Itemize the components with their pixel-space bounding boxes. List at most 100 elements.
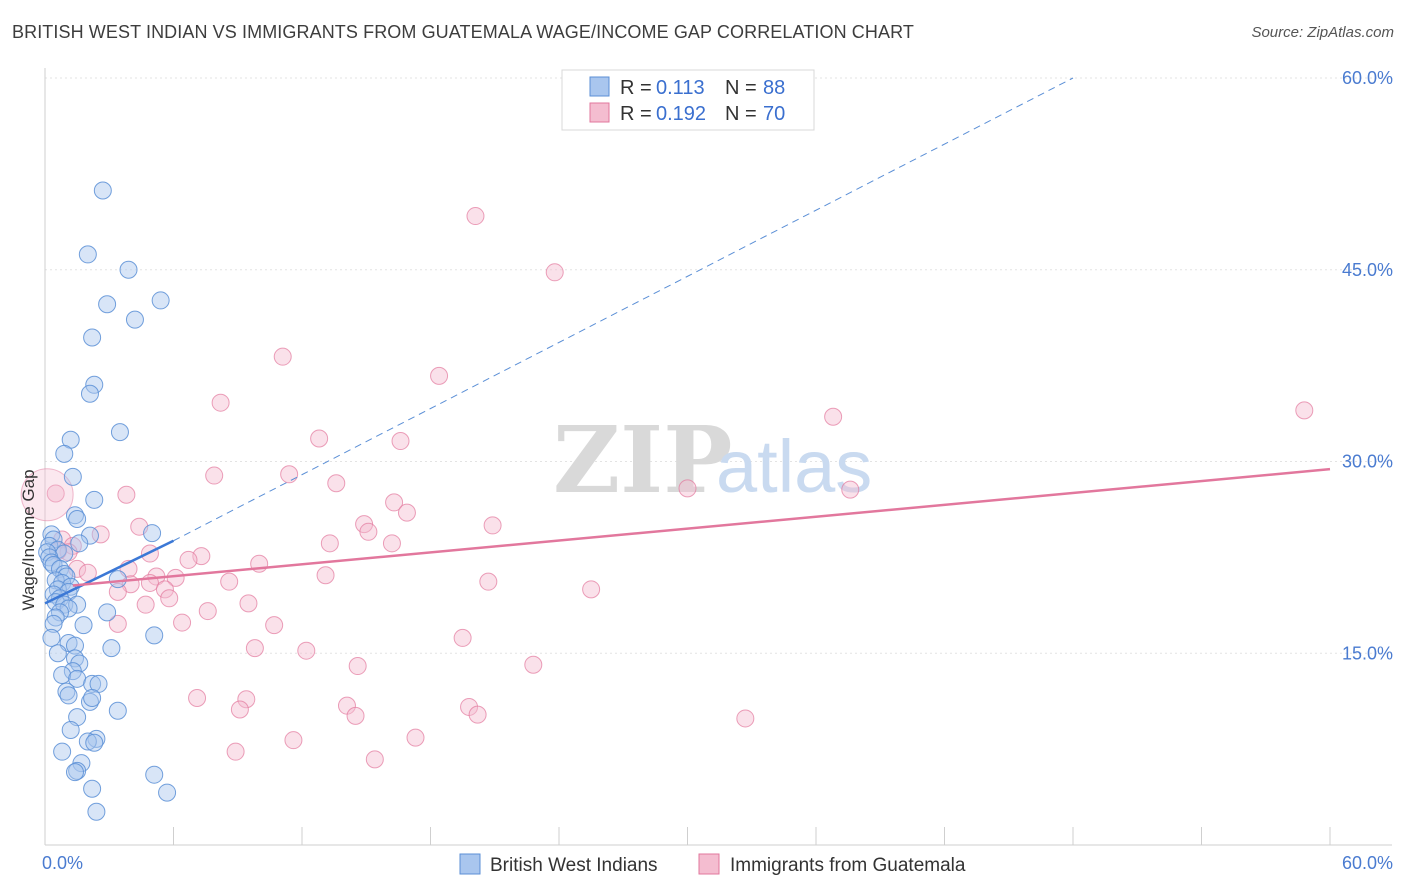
bwi-point-1 xyxy=(78,245,97,264)
bwi-point-69 xyxy=(78,732,97,751)
y-tick-label-2: 45.0% xyxy=(1342,260,1393,280)
bwi-point-45 xyxy=(46,608,65,627)
axis-ticks xyxy=(173,827,1331,845)
guatemala-point-4 xyxy=(211,393,230,412)
chart-source: Source: ZipAtlas.com xyxy=(1251,24,1394,41)
bwi-point-7 xyxy=(85,375,104,394)
bwi-point-5 xyxy=(125,310,144,329)
bwi-point-59 xyxy=(83,674,102,693)
guatemala-point-21 xyxy=(359,522,378,541)
bwi-point-52 xyxy=(102,639,121,658)
guatemala-point-8 xyxy=(391,432,410,451)
guatemala-point-67 xyxy=(284,731,303,750)
bwi-point-33 xyxy=(108,570,127,589)
guatemala-point-31 xyxy=(179,550,198,569)
watermark-atlas: atlas xyxy=(716,425,872,508)
bwi-point-2 xyxy=(119,260,138,279)
y-tick-labels: 15.0% 30.0% 45.0% 60.0% xyxy=(1342,68,1393,663)
guatemala-point-7 xyxy=(310,429,329,448)
bwi-point-11 xyxy=(55,444,74,463)
bwi-point-76 xyxy=(83,779,102,798)
guatemala-point-10 xyxy=(205,466,224,485)
guatemala-point-47 xyxy=(239,594,258,613)
guatemala-point-13 xyxy=(841,480,860,499)
bwi-point-41 xyxy=(68,595,87,614)
guatemala-point-25 xyxy=(382,534,401,553)
guatemala-point-66 xyxy=(406,728,425,747)
guatemala-point-15 xyxy=(385,493,404,512)
guatemala-point-9 xyxy=(280,465,299,484)
guatemala-point-16 xyxy=(397,503,416,522)
guatemala-point-69 xyxy=(365,750,384,769)
legend-r-value-2: 0.192 xyxy=(656,103,706,125)
bwi-point-57 xyxy=(53,665,72,684)
guatemala-point-6 xyxy=(824,407,843,426)
bwi-point-67 xyxy=(61,720,80,739)
bwi-point-3 xyxy=(151,291,170,310)
guatemala-point-5 xyxy=(1295,401,1314,420)
legend-swatch-pink xyxy=(589,102,610,123)
bwi-point-15 xyxy=(68,510,87,529)
bwi-point-13 xyxy=(85,490,104,509)
bwi-point-48 xyxy=(42,628,61,647)
guatemala-point-56 xyxy=(348,657,367,676)
bwi-point-74 xyxy=(65,763,84,782)
gridlines xyxy=(45,77,1392,654)
legend-r-label-2: R = xyxy=(620,103,652,125)
bwi-point-62 xyxy=(59,686,78,705)
bwi-point-51 xyxy=(65,636,84,655)
guatemala-point-60 xyxy=(230,700,249,719)
bottom-legend-label-pink: Immigrants from Guatemala xyxy=(730,855,966,876)
guatemala-point-43 xyxy=(582,580,601,599)
guatemala-point-59 xyxy=(237,690,256,709)
guatemala-point-45 xyxy=(108,582,127,601)
legend-n-label-2: N = xyxy=(725,103,757,125)
guatemala-point-44 xyxy=(155,580,174,599)
guatemala-point-48 xyxy=(136,595,155,614)
bwi-point-0 xyxy=(93,181,112,200)
bwi-point-64 xyxy=(83,688,102,707)
bwi-point-44 xyxy=(98,603,117,622)
legend-r-value-1: 0.113 xyxy=(656,77,705,99)
guatemala-point-38 xyxy=(479,572,498,591)
guatemala-point-53 xyxy=(453,628,472,647)
guatemala-point-1 xyxy=(545,263,564,282)
guatemala-trend-line xyxy=(72,467,1331,587)
guatemala-point-17 xyxy=(46,484,65,503)
legend-swatch-blue xyxy=(589,76,610,97)
guatemala-point-11 xyxy=(327,474,346,493)
correlation-legend: R = 0.113 N = 88 R = 0.192 N = 70 xyxy=(561,69,815,131)
guatemala-point-63 xyxy=(346,706,365,725)
legend-n-value-2: 70 xyxy=(763,103,785,125)
legend-r-label-1: R = xyxy=(620,77,652,99)
x-tick-label-1: 60.0% xyxy=(1342,853,1393,873)
y-tick-label-3: 60.0% xyxy=(1342,68,1393,88)
guatemala-point-2 xyxy=(273,347,292,366)
bwi-trend-extension xyxy=(173,77,1074,542)
bwi-point-9 xyxy=(110,423,129,442)
bwi-point-4 xyxy=(98,295,117,314)
bwi-point-77 xyxy=(158,783,177,802)
bwi-point-71 xyxy=(53,742,72,761)
bottom-legend-label-blue: British West Indians xyxy=(490,855,658,876)
bwi-point-42 xyxy=(59,599,78,618)
guatemala-point-57 xyxy=(524,655,543,674)
guatemala-point-3 xyxy=(430,366,449,385)
bwi-point-20 xyxy=(70,534,89,553)
bwi-point-6 xyxy=(83,328,102,347)
guatemala-point-51 xyxy=(108,614,127,633)
guatemala-point-64 xyxy=(468,705,487,724)
bwi-trend-line xyxy=(44,539,175,605)
y-tick-label-0: 15.0% xyxy=(1342,643,1393,663)
guatemala-point-55 xyxy=(297,641,316,660)
guatemala-point-49 xyxy=(198,602,217,621)
guatemala-point-58 xyxy=(188,688,207,707)
x-tick-labels: 0.0% 60.0% xyxy=(42,853,1393,873)
legend-n-value-1: 88 xyxy=(763,77,785,99)
chart-title: BRITISH WEST INDIAN VS IMMIGRANTS FROM G… xyxy=(12,22,914,42)
trend-lines xyxy=(44,77,1331,605)
guatemala-point-46 xyxy=(160,589,179,608)
x-tick-label-0: 0.0% xyxy=(42,853,83,873)
series-bwi-points xyxy=(38,181,177,821)
